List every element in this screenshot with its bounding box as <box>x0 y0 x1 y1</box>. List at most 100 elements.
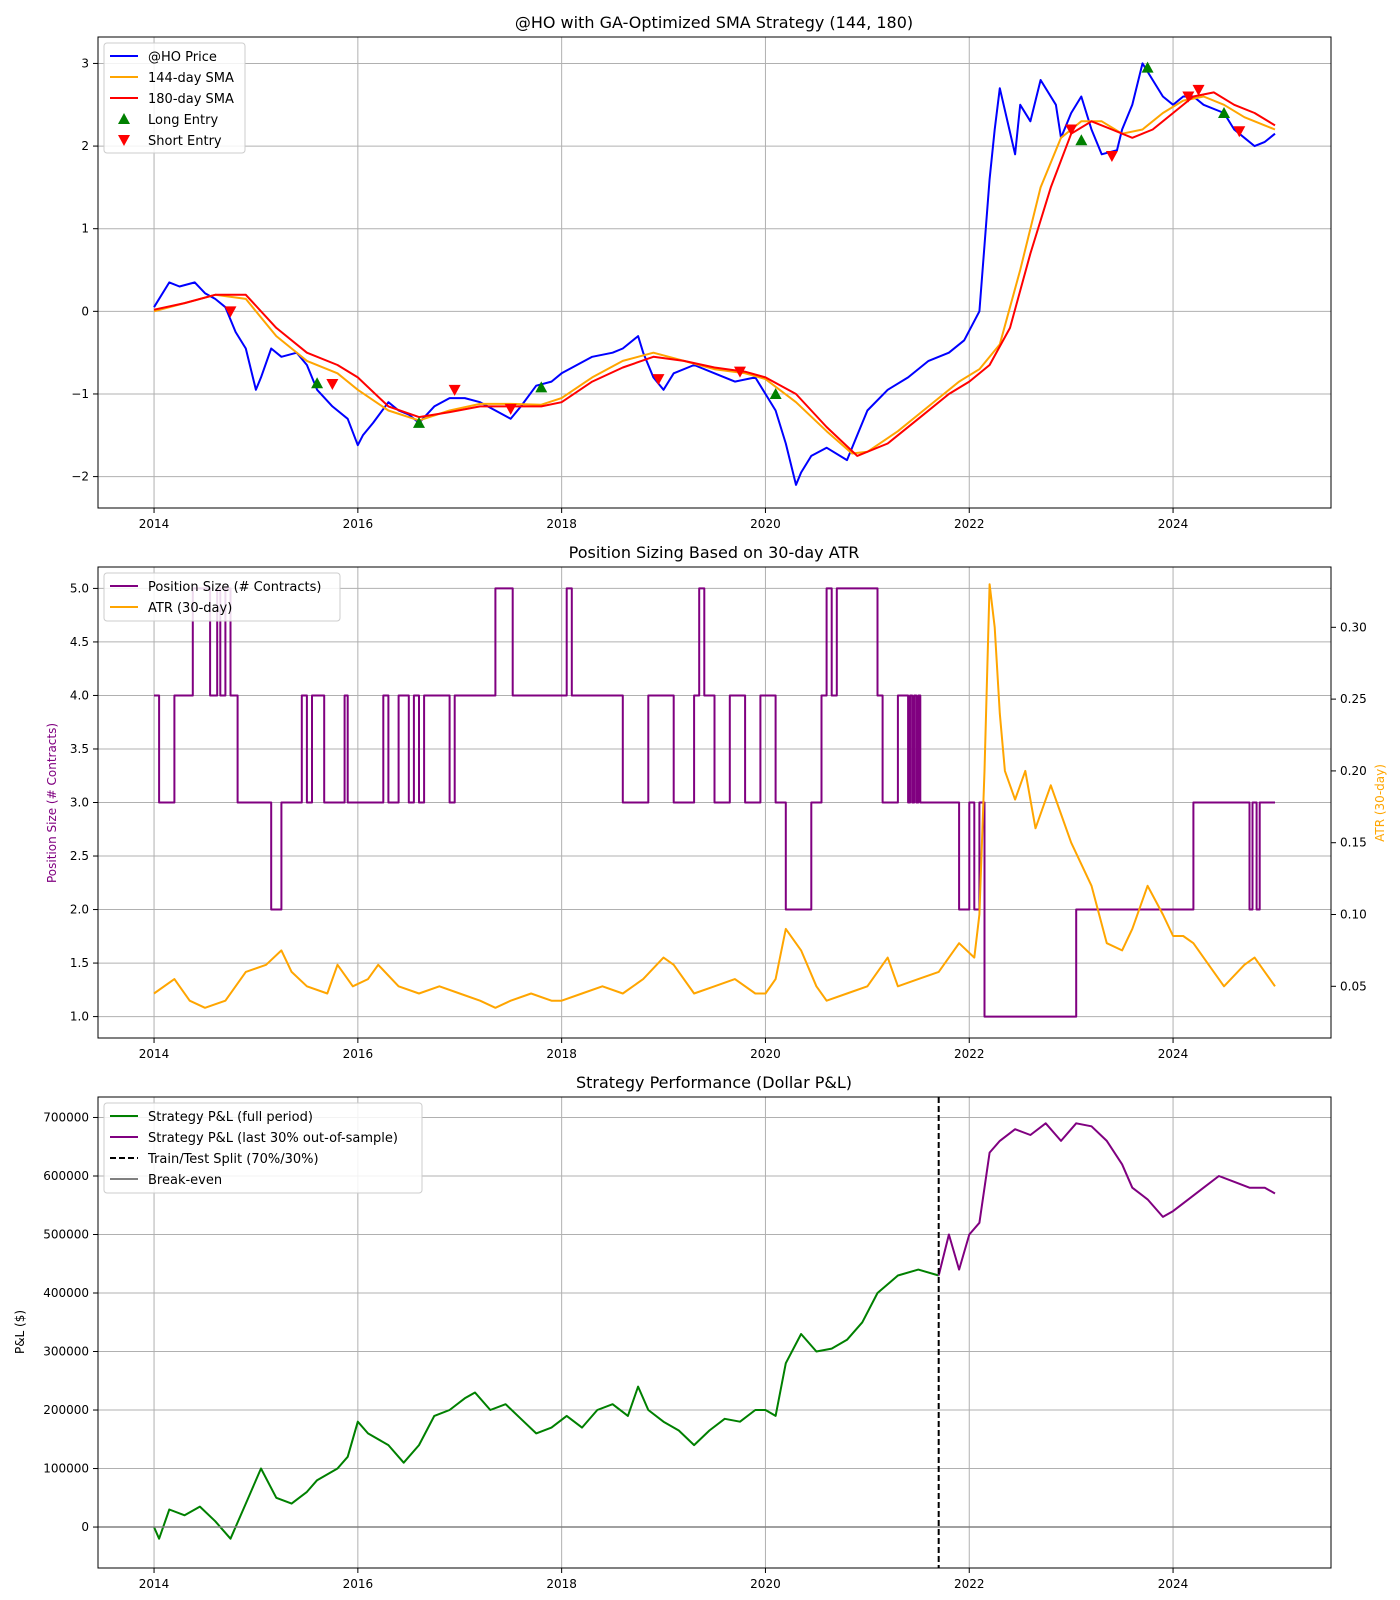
legend-label-pnl-oos: Strategy P&L (last 30% out-of-sample) <box>148 1131 398 1146</box>
price-plot-area <box>98 37 1331 508</box>
short-entry-marker <box>1192 84 1205 96</box>
y-tick-label: 1.5 <box>70 956 89 970</box>
y-tick-label: 5.0 <box>70 581 89 595</box>
price-y-ticks: −2 −1 0 1 2 3 <box>71 56 98 484</box>
long-entry-marker <box>1075 134 1088 146</box>
pnl-y-axis-label: P&L ($) <box>13 1310 27 1354</box>
position-legend-box <box>103 572 341 622</box>
y-tick-label: 1 <box>81 222 89 236</box>
x-tick-label: 2024 <box>1158 1577 1189 1591</box>
y-tick-label: 3.5 <box>70 742 89 756</box>
x-tick-label: 2018 <box>546 1047 577 1061</box>
legend-swatch-short-entry <box>118 135 130 146</box>
price-x-ticks: 2014 2016 2018 2020 2022 2024 <box>139 508 1189 531</box>
pnl-panel: 2014 2016 2018 2020 2022 2024 0 100000 200000 30… <box>13 1073 1332 1591</box>
price-chart-title: @HO with GA-Optimized SMA Strategy (144,… <box>515 13 913 32</box>
y-tick-label: 4.0 <box>70 688 89 702</box>
position-y2-ticks: 0.05 0.10 0.15 0.20 0.25 0.30 <box>1331 620 1367 993</box>
short-entry-marker <box>326 379 339 391</box>
price-legend-box <box>103 42 246 154</box>
pnl-legend: Strategy P&L (full period) Strategy P&L … <box>103 1102 423 1194</box>
y-tick-label: 600000 <box>43 1169 89 1183</box>
x-tick-label: 2022 <box>954 517 985 531</box>
pnl-x-ticks: 2014 2016 2018 2020 2022 2024 <box>139 1568 1189 1591</box>
y-tick-label: 300000 <box>43 1345 89 1359</box>
position-legend: Position Size (# Contracts) ATR (30-day) <box>103 572 341 622</box>
pnl-chart-title: Strategy Performance (Dollar P&L) <box>576 1073 852 1092</box>
pnl-axes-frame <box>97 1096 1332 1569</box>
short-entry-marker <box>733 366 746 378</box>
legend-label-pnl-full: Strategy P&L (full period) <box>148 1110 313 1125</box>
short-entry-marker <box>448 384 461 396</box>
long-entry-marker <box>1141 61 1154 73</box>
y-tick-label: 3 <box>81 56 89 70</box>
long-entry-marker <box>535 381 548 393</box>
y-tick-label: 100000 <box>43 1462 89 1476</box>
series-line-strategy-p-l-last-30-out-of-sample <box>937 1122 1276 1276</box>
short-entry-marker <box>1233 126 1246 138</box>
x-tick-label: 2024 <box>1158 517 1189 531</box>
y-tick-label: 0 <box>81 1520 89 1534</box>
y-tick-label: 2.5 <box>70 849 89 863</box>
short-entry-marker <box>652 374 665 386</box>
y-tick-label: 2 <box>81 139 89 153</box>
y-tick-label: 700000 <box>43 1110 89 1124</box>
y-tick-label: 3.0 <box>70 796 89 810</box>
price-grid <box>98 37 1331 508</box>
y-tick-label: 500000 <box>43 1227 89 1241</box>
y-tick-label: 200000 <box>43 1403 89 1417</box>
y2-tick-label: 0.05 <box>1340 979 1367 993</box>
short-entry-marker <box>224 306 237 318</box>
legend-label-long-entry: Long Entry <box>148 113 218 128</box>
y2-tick-label: 0.15 <box>1340 836 1367 850</box>
x-tick-label: 2018 <box>546 1577 577 1591</box>
x-tick-label: 2020 <box>750 517 781 531</box>
position-y-axis-label: Position Size (# Contracts) <box>45 723 59 883</box>
price-axes-frame <box>97 36 1332 509</box>
long-entry-marker <box>769 387 782 399</box>
legend-label-break-even: Break-even <box>148 1173 222 1188</box>
long-entry-marker <box>311 377 324 389</box>
y-tick-label: 400000 <box>43 1286 89 1300</box>
position-y-ticks: 1.0 1.5 2.0 2.5 3.0 3.5 4.0 4.5 5.0 <box>70 581 98 1024</box>
short-entry-marker <box>1105 150 1118 162</box>
legend-label-split: Train/Test Split (70%/30%) <box>147 1152 319 1167</box>
x-tick-label: 2016 <box>343 517 374 531</box>
legend-label-price: @HO Price <box>148 50 217 65</box>
series-line-180-day-sma <box>153 91 1276 457</box>
y2-tick-label: 0.10 <box>1340 908 1367 922</box>
price-panel: 2014 2016 2018 2020 2022 2024 −2 −1 0 1 2 3 @HO wi… <box>71 13 1332 531</box>
short-entry-marker <box>1065 124 1078 136</box>
price-series-layer <box>153 61 1276 486</box>
series-line-144-day-sma <box>153 95 1276 455</box>
legend-label-sma180: 180-day SMA <box>148 92 234 107</box>
series-line-strategy-p-l-full-period <box>153 1268 939 1540</box>
position-grid <box>98 567 1331 1038</box>
x-tick-label: 2020 <box>750 1577 781 1591</box>
x-tick-label: 2014 <box>139 1577 170 1591</box>
x-tick-label: 2014 <box>139 517 170 531</box>
legend-swatch-long-entry <box>118 113 130 124</box>
short-entry-marker <box>504 403 517 415</box>
x-tick-label: 2022 <box>954 1577 985 1591</box>
position-series-layer <box>153 583 1276 1018</box>
position-panel: 2014 2016 2018 2020 2022 2024 1.0 1.5 2.0 2.5 3.0… <box>45 543 1387 1061</box>
legend-label-short-entry: Short Entry <box>148 134 222 149</box>
position-x-ticks: 2014 2016 2018 2020 2022 2024 <box>139 1038 1189 1061</box>
y-tick-label: 2.0 <box>70 903 89 917</box>
y2-tick-label: 0.30 <box>1340 620 1367 634</box>
y-tick-label: −1 <box>71 387 89 401</box>
position-chart-title: Position Sizing Based on 30-day ATR <box>569 543 860 562</box>
long-entry-marker <box>412 416 425 428</box>
x-tick-label: 2014 <box>139 1047 170 1061</box>
y-tick-label: 0 <box>81 304 89 318</box>
x-tick-label: 2024 <box>1158 1047 1189 1061</box>
legend-label-atr: ATR (30-day) <box>148 601 232 616</box>
short-entry-marker <box>1182 91 1195 103</box>
x-tick-label: 2016 <box>343 1577 374 1591</box>
price-legend: @HO Price 144-day SMA 180-day SMA Long E… <box>103 42 246 154</box>
pnl-series-layer <box>98 1097 1331 1568</box>
y-tick-label: 1.0 <box>70 1010 89 1024</box>
pnl-legend-box <box>103 1102 423 1194</box>
